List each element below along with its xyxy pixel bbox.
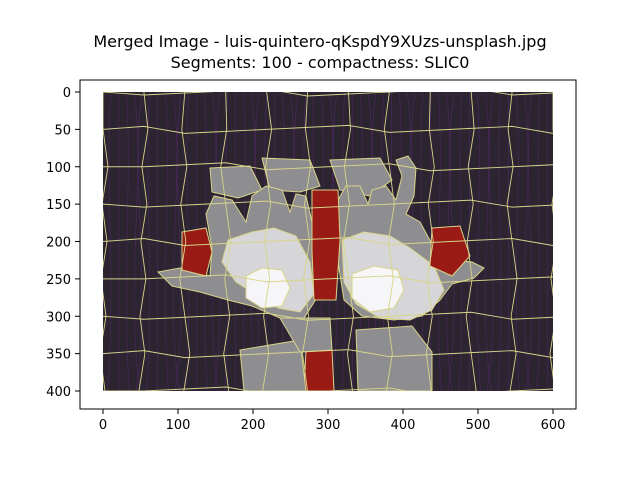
segment-boundary-v — [383, 92, 395, 391]
x-tick-label: 400 — [391, 418, 416, 433]
y-tick-label: 250 — [46, 273, 71, 288]
segment-boundary-h — [103, 124, 553, 134]
segment-boundary-h — [103, 311, 553, 321]
segmented-image — [103, 92, 569, 391]
y-axis: 0 50 100 150 200 250 300 350 400 — [46, 86, 80, 400]
segment-boundary-v — [179, 92, 191, 391]
grain-line — [477, 92, 481, 391]
segment-boundary-h — [103, 92, 553, 97]
red-left-wrist — [181, 227, 213, 277]
segment-boundary-v — [138, 92, 149, 391]
grain-line — [103, 92, 104, 324]
y-tick-label: 200 — [46, 236, 71, 251]
y-tick-label: 350 — [46, 348, 71, 363]
y-tick-label: 400 — [46, 385, 71, 400]
grain-line — [174, 92, 182, 391]
grain-line — [563, 92, 569, 391]
segment-boundary-v — [220, 92, 232, 391]
segment-boundary-h — [103, 162, 553, 172]
x-tick-label: 600 — [541, 418, 566, 433]
x-tick-label: 100 — [166, 418, 191, 433]
segment-boundary-v — [262, 92, 273, 391]
x-tick-label: 200 — [241, 418, 266, 433]
grain-line — [133, 92, 141, 391]
segment-boundary-v — [549, 92, 553, 380]
x-tick-label: 300 — [316, 418, 341, 433]
segment-boundary-v — [343, 92, 354, 391]
region-top-left — [209, 165, 263, 199]
segment-boundary-h — [103, 349, 553, 359]
y-tick-label: 300 — [46, 310, 71, 325]
segment-boundary-h — [103, 199, 553, 209]
chart-title-line-2: Segments: 100 - compactness: SLIC0 — [170, 53, 470, 72]
red-center-strip — [311, 189, 341, 301]
y-tick-label: 100 — [46, 161, 71, 176]
segment-boundary-v — [425, 92, 435, 391]
x-tick-label: 500 — [466, 418, 491, 433]
grain-line — [165, 92, 169, 391]
y-tick-label: 50 — [54, 123, 71, 138]
segment-boundary-h — [103, 274, 553, 284]
segment-boundaries — [103, 92, 553, 391]
grain-line — [497, 92, 502, 391]
region-bottom-right — [355, 325, 433, 391]
y-tick-label: 0 — [63, 86, 71, 101]
segment-boundary-h — [103, 386, 553, 391]
x-axis: 0 100 200 300 400 500 600 — [99, 409, 566, 433]
segment-boundary-v — [302, 92, 311, 391]
x-tick-label: 0 — [99, 418, 107, 433]
hand-regions — [156, 155, 485, 391]
region-top-middle — [261, 157, 321, 193]
segment-boundary-v — [506, 92, 518, 391]
grain-line — [536, 92, 541, 391]
segment-boundary-v — [103, 92, 109, 391]
grain-line — [525, 92, 533, 391]
grain-line — [107, 92, 112, 391]
y-tick-label: 150 — [46, 198, 71, 213]
grain-line — [135, 92, 143, 391]
grain-line — [555, 92, 558, 391]
red-bottom-strip — [303, 349, 335, 391]
segment-boundary-h — [103, 237, 553, 246]
chart-title-line-1: Merged Image - luis-quintero-qKspdY9XUzs… — [93, 32, 547, 51]
grain-line — [172, 92, 180, 391]
grain-line — [523, 92, 531, 391]
segment-boundary-v — [465, 92, 477, 391]
